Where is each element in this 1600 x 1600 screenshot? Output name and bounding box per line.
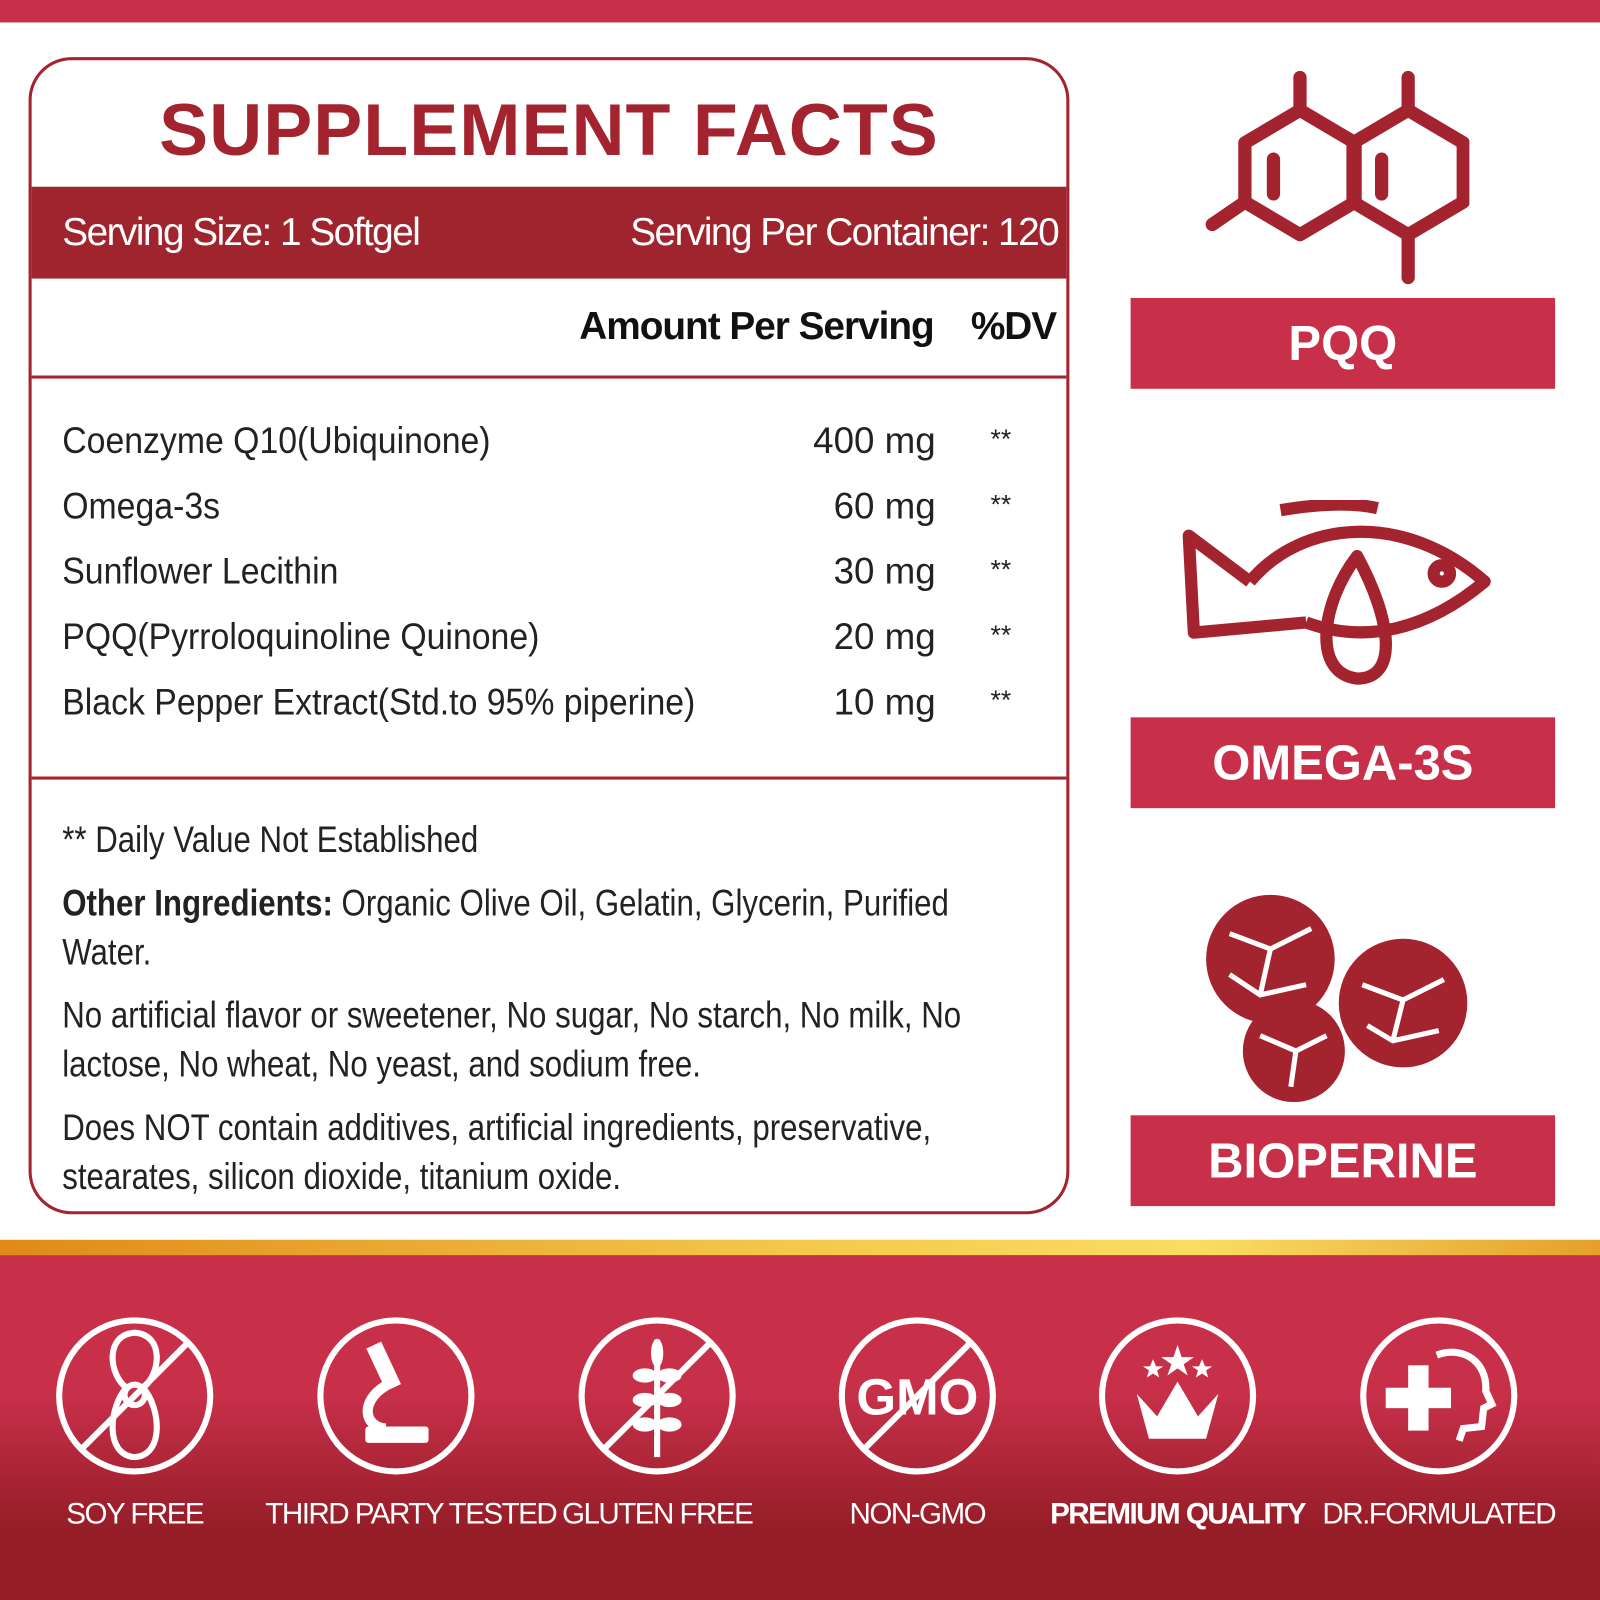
no-gluten-icon: [578, 1317, 736, 1475]
ingredient-dv: **: [990, 619, 1012, 650]
badges-band: [0, 1255, 1600, 1600]
other-ingredients-label: Other Ingredients:: [62, 881, 333, 924]
ingredient-name: Sunflower Lecithin: [62, 549, 339, 592]
dv-note: ** Daily Value Not Established: [62, 818, 479, 861]
microscope-icon: [317, 1317, 475, 1475]
badge-label: SOY FREE: [66, 1497, 204, 1531]
dv-header: %DV: [970, 305, 1057, 348]
amount-header: Amount Per Serving: [579, 305, 934, 348]
ingredient-dv: **: [990, 488, 1012, 520]
badge-label: THIRD PARTY TESTED: [265, 1497, 557, 1531]
other-ingredients-text: Organic Olive Oil, Gelatin, Glycerin, Pu…: [62, 881, 949, 973]
divider: [31, 375, 1067, 379]
ingredient-amount: 30 mg: [833, 549, 936, 592]
ingredient-row: Sunflower Lecithin 30 mg **: [62, 550, 1042, 615]
divider: [31, 776, 1067, 780]
ingredient-name: PQQ(Pyrroloquinoline Quinone): [62, 615, 540, 658]
badge-label: NON-GMO: [849, 1497, 987, 1531]
molecule-icon: [1205, 70, 1470, 285]
gmo-icon-text: GMO: [856, 1368, 978, 1425]
no-gmo-icon: GMO: [838, 1317, 996, 1475]
badge-dr-formulated: DR.FORMULATED: [1308, 1314, 1569, 1559]
ingredient-amount: 10 mg: [833, 680, 936, 723]
supplement-facts-panel: SUPPLEMENT FACTS Serving Size: 1 Softgel…: [28, 57, 1070, 1215]
no-soy-icon: [56, 1317, 214, 1475]
ingredient-row: PQQ(Pyrroloquinoline Quinone) 20 mg **: [62, 615, 1042, 680]
badge-premium-quality: PREMIUM QUALITY: [1047, 1314, 1308, 1559]
top-bar: [0, 0, 1600, 23]
peppercorn-icon: [1206, 894, 1468, 1103]
badge-soy-free: SOY FREE: [4, 1314, 265, 1559]
badge-gluten-free: GLUTEN FREE: [527, 1314, 788, 1559]
serving-band: Serving Size: 1 Softgel Serving Per Cont…: [31, 186, 1067, 279]
ingredient-row: Omega-3s 60 mg **: [62, 485, 1042, 550]
ingredient-name: Black Pepper Extract(Std.to 95% piperine…: [62, 680, 696, 723]
crown-stars-icon: [1098, 1317, 1257, 1475]
badge-label: PREMIUM QUALITY: [1050, 1497, 1306, 1531]
fish-oil-icon: [1182, 499, 1491, 685]
ingredient-dv: **: [990, 554, 1012, 585]
badge-label: DR.FORMULATED: [1322, 1497, 1556, 1531]
ingredient-name: Omega-3s: [62, 484, 221, 527]
no-additives-text: Does NOT contain additives, artificial i…: [62, 1106, 932, 1197]
other-ingredients: Other Ingredients: Organic Olive Oil, Ge…: [62, 879, 1042, 977]
facts-title: SUPPLEMENT FACTS: [159, 89, 939, 172]
ingredient-amount: 20 mg: [833, 615, 936, 658]
ingredient-name: Coenzyme Q10(Ubiquinone): [62, 419, 491, 462]
serving-size: Serving Size: 1 Softgel: [62, 211, 421, 255]
servings-per-container: Serving Per Container: 120: [630, 211, 1059, 255]
highlight-pqq: PQQ: [1130, 297, 1556, 389]
ingredient-row: Black Pepper Extract(Std.to 95% piperine…: [62, 681, 1042, 746]
badge-label: GLUTEN FREE: [561, 1497, 754, 1531]
free-from-text: No artificial flavor or sweetener, No su…: [62, 993, 962, 1085]
highlight-bioperine: BIOPERINE: [1130, 1115, 1556, 1207]
ingredient-amount: 400 mg: [813, 419, 936, 462]
ingredient-dv: **: [990, 684, 1012, 716]
ingredient-dv: **: [990, 423, 1012, 455]
gold-stripe: [0, 1239, 1600, 1256]
badge-third-party-tested: THIRD PARTY TESTED: [265, 1314, 558, 1559]
ingredient-amount: 60 mg: [833, 484, 936, 527]
badge-non-gmo: GMO NON-GMO: [787, 1314, 1048, 1559]
doctor-cross-icon: [1360, 1317, 1518, 1475]
footnotes: ** Daily Value Not Established Other Ing…: [62, 815, 1042, 1201]
highlight-omega: OMEGA-3S: [1130, 717, 1556, 809]
ingredient-row: Coenzyme Q10(Ubiquinone) 400 mg **: [62, 419, 1042, 484]
